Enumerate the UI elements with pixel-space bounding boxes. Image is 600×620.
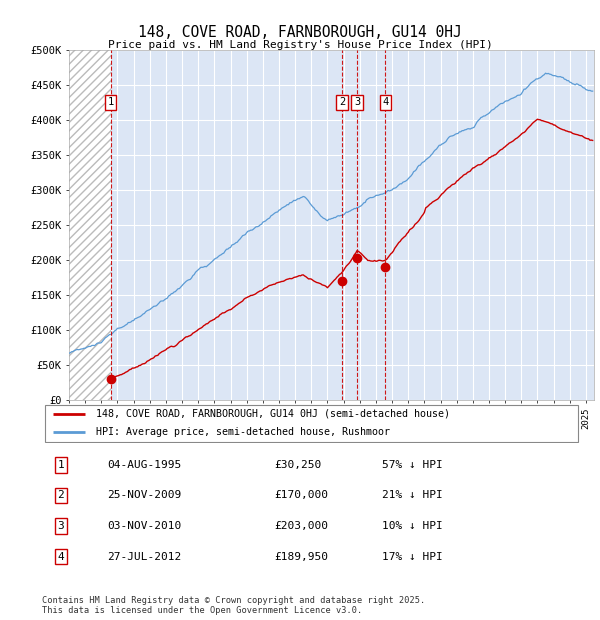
Text: 21% ↓ HPI: 21% ↓ HPI [382,490,443,500]
Text: 57% ↓ HPI: 57% ↓ HPI [382,460,443,470]
Text: HPI: Average price, semi-detached house, Rushmoor: HPI: Average price, semi-detached house,… [96,427,390,436]
FancyBboxPatch shape [45,405,578,441]
Text: 17% ↓ HPI: 17% ↓ HPI [382,552,443,562]
Text: 148, COVE ROAD, FARNBOROUGH, GU14 0HJ: 148, COVE ROAD, FARNBOROUGH, GU14 0HJ [138,25,462,40]
Text: 1: 1 [107,97,114,107]
Text: 04-AUG-1995: 04-AUG-1995 [107,460,181,470]
Text: 27-JUL-2012: 27-JUL-2012 [107,552,181,562]
Text: 4: 4 [382,97,388,107]
Text: 10% ↓ HPI: 10% ↓ HPI [382,521,443,531]
Text: £189,950: £189,950 [274,552,328,562]
Text: 1: 1 [58,460,64,470]
Text: 25-NOV-2009: 25-NOV-2009 [107,490,181,500]
Text: 148, COVE ROAD, FARNBOROUGH, GU14 0HJ (semi-detached house): 148, COVE ROAD, FARNBOROUGH, GU14 0HJ (s… [96,409,450,419]
Text: 2: 2 [58,490,64,500]
Text: £203,000: £203,000 [274,521,328,531]
Text: 03-NOV-2010: 03-NOV-2010 [107,521,181,531]
Text: £170,000: £170,000 [274,490,328,500]
Text: 4: 4 [58,552,64,562]
Text: 3: 3 [58,521,64,531]
Text: Contains HM Land Registry data © Crown copyright and database right 2025.
This d: Contains HM Land Registry data © Crown c… [42,596,425,615]
Bar [69,50,111,400]
Text: 3: 3 [354,97,360,107]
Text: Price paid vs. HM Land Registry's House Price Index (HPI): Price paid vs. HM Land Registry's House … [107,40,493,50]
Bar [69,50,111,400]
Text: £30,250: £30,250 [274,460,322,470]
Text: 2: 2 [339,97,345,107]
